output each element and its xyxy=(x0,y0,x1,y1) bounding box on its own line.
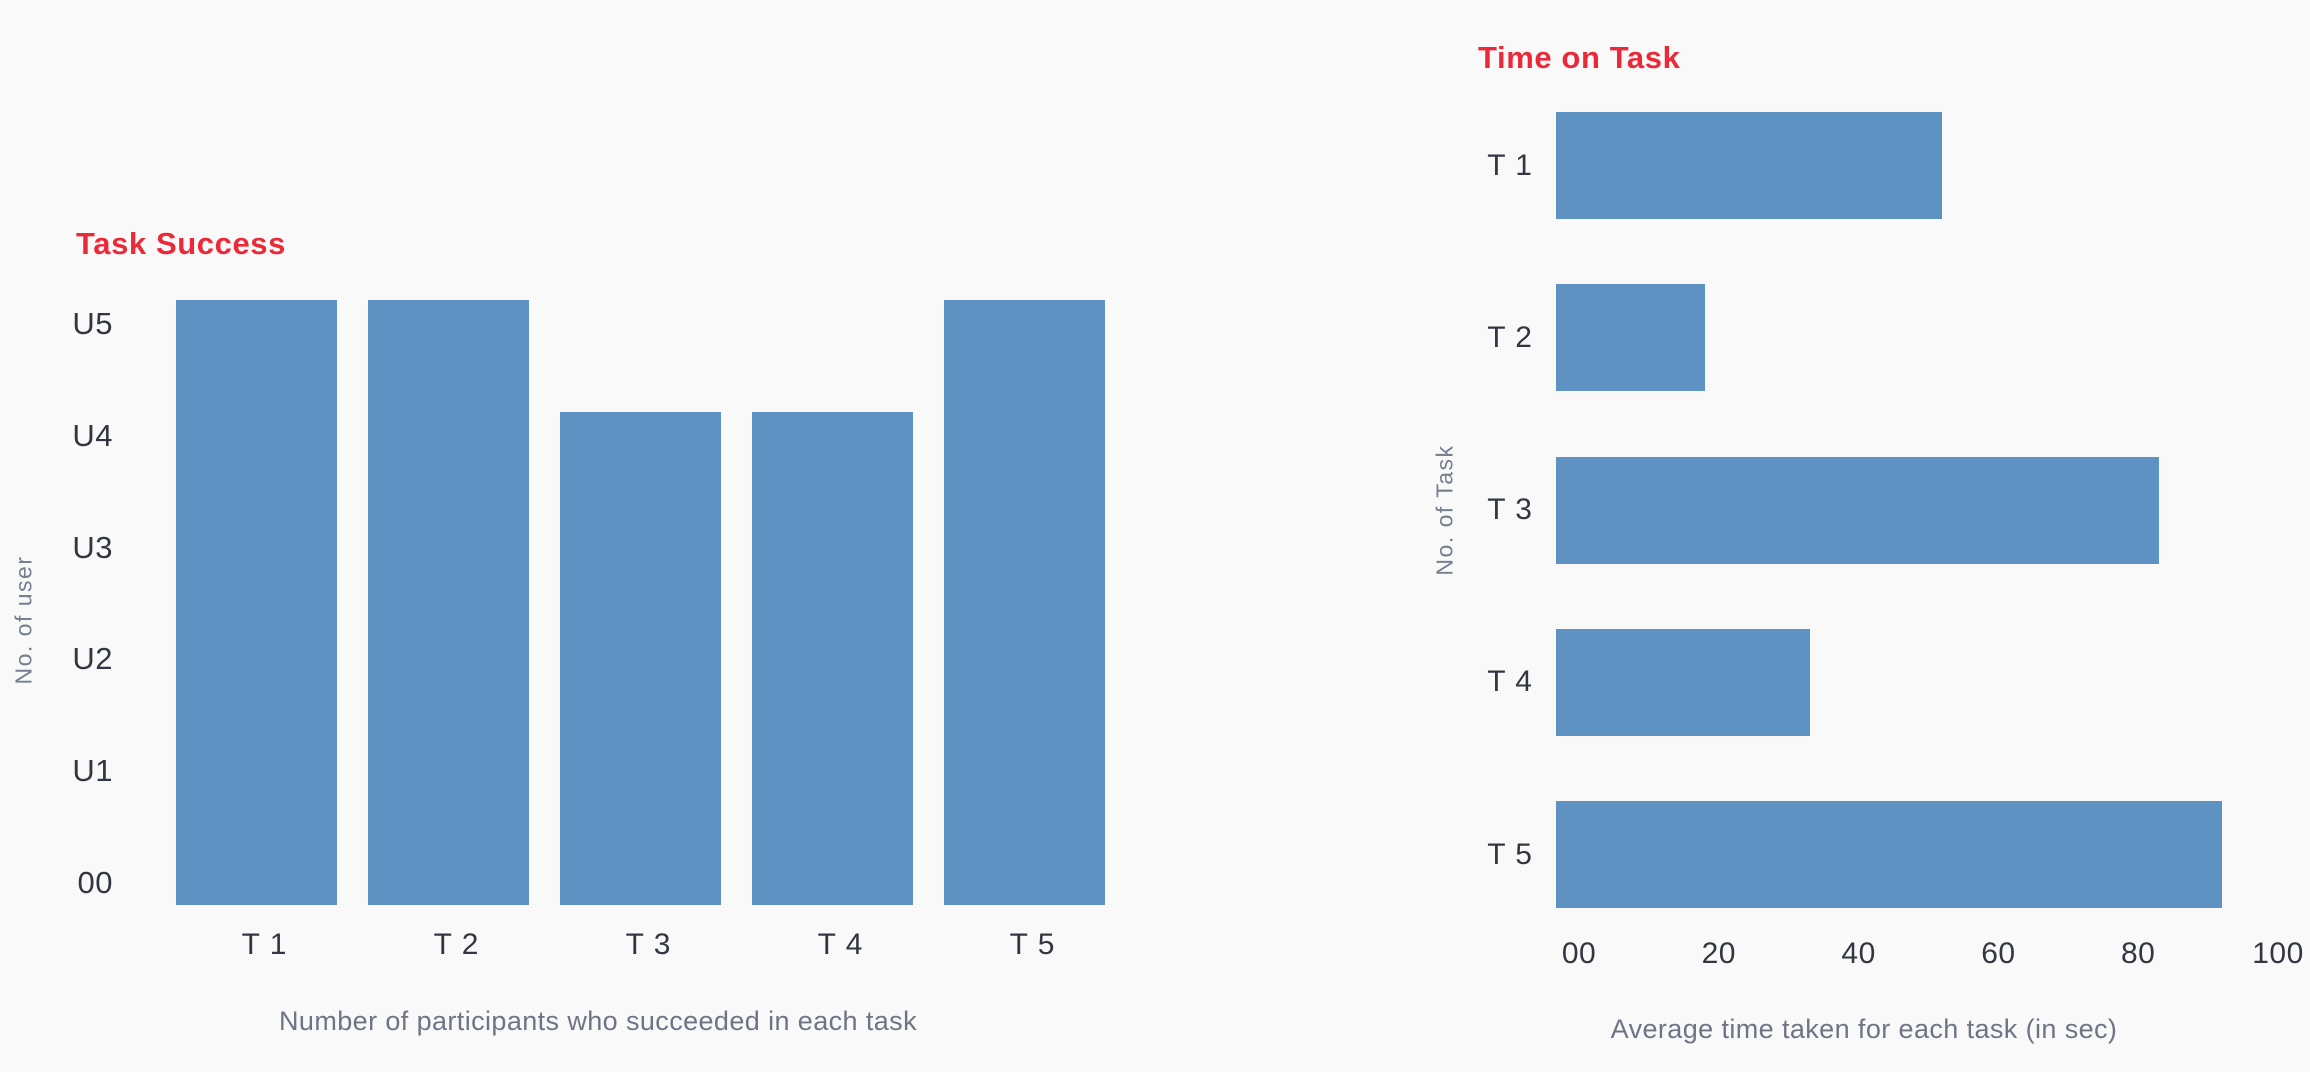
task-success-title: Task Success xyxy=(76,226,286,261)
x-tick-label: 20 xyxy=(1701,937,1736,970)
y-tick-label: U5 xyxy=(72,306,113,341)
x-category-label: T 5 xyxy=(1009,928,1056,961)
bar-t4 xyxy=(752,411,913,905)
y-tick-label: U3 xyxy=(72,529,113,565)
bar-t3 xyxy=(1556,456,2160,564)
time-on-task-title: Time on Task xyxy=(1478,40,1681,75)
y-category-label: T 4 xyxy=(1487,665,1533,699)
x-tick-label: 60 xyxy=(1981,937,2016,970)
x-tick-label: 100 xyxy=(2252,937,2304,970)
x-category-label: T 3 xyxy=(625,928,672,961)
bar-t4 xyxy=(1556,628,1810,736)
x-category-label: T 1 xyxy=(241,928,288,961)
x-category-label: T 4 xyxy=(817,928,864,961)
bar-t2 xyxy=(368,300,529,905)
y-category-label: T 2 xyxy=(1487,320,1533,354)
y-tick-label: U4 xyxy=(72,417,113,453)
x-tick-label: 40 xyxy=(1841,937,1876,970)
bar-t2 xyxy=(1556,284,1705,392)
bar-t3 xyxy=(560,411,721,905)
bar-t5 xyxy=(1556,801,2223,909)
y-tick-label: U2 xyxy=(72,641,113,677)
x-axis-caption-left: Number of participants who succeeded in … xyxy=(279,1006,917,1036)
y-tick-label: U1 xyxy=(72,753,113,789)
bar-t1 xyxy=(1556,112,1943,219)
y-category-label: T 3 xyxy=(1487,493,1533,527)
x-category-label: T 2 xyxy=(433,928,480,961)
bar-t5 xyxy=(944,300,1105,905)
x-axis-caption-right: Average time taken for each task (in sec… xyxy=(1610,1014,2118,1044)
y-tick-label: 00 xyxy=(77,865,113,900)
x-tick-label: 80 xyxy=(2121,937,2156,970)
y-category-label: T 1 xyxy=(1487,148,1533,182)
y-category-label: T 5 xyxy=(1487,837,1533,871)
x-tick-label: 00 xyxy=(1561,937,1597,970)
bar-t1 xyxy=(176,300,337,905)
